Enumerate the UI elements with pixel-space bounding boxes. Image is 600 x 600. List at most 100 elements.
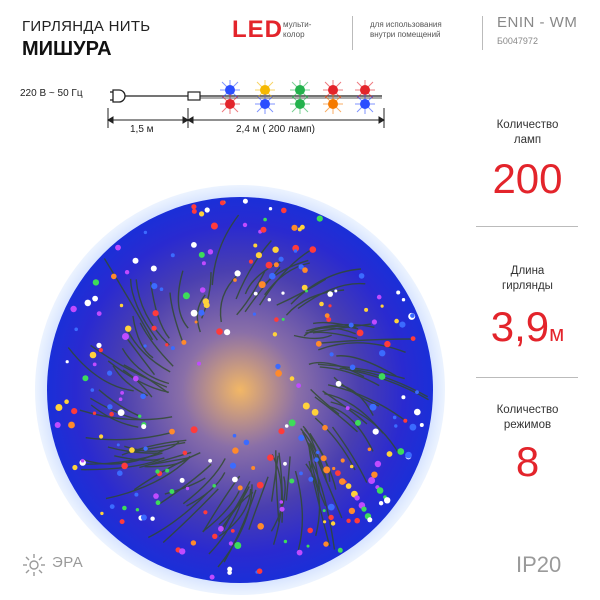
wire-strand bbox=[318, 338, 414, 344]
light-bulb bbox=[260, 226, 267, 233]
wire-strand bbox=[270, 455, 279, 502]
light-bulb bbox=[327, 503, 335, 511]
light-bulb bbox=[263, 217, 267, 222]
light-bulb bbox=[159, 287, 164, 291]
light-bulb bbox=[369, 403, 377, 411]
light-bulb bbox=[394, 318, 399, 324]
light-bulb bbox=[243, 439, 250, 446]
light-bulb bbox=[90, 388, 95, 392]
light-bulb bbox=[349, 364, 356, 371]
light-bulb bbox=[323, 541, 329, 547]
wire-strand bbox=[79, 452, 163, 465]
light-bulb bbox=[384, 340, 391, 348]
light-bulb bbox=[281, 291, 285, 295]
length-label: Длина гирлянды bbox=[470, 264, 585, 294]
light-bulb bbox=[272, 332, 278, 337]
light-bulbs bbox=[54, 198, 424, 580]
wire-strand bbox=[107, 360, 170, 393]
wire-strand bbox=[85, 432, 170, 441]
wire-strand bbox=[208, 488, 247, 555]
wire-strand bbox=[265, 259, 309, 284]
light-bulb bbox=[199, 287, 206, 293]
wire-strand bbox=[114, 455, 165, 461]
light-bulb bbox=[230, 529, 235, 533]
light-bulb bbox=[415, 390, 419, 394]
light-bulb bbox=[133, 375, 139, 382]
wire-strand bbox=[129, 278, 158, 341]
light-bulb bbox=[298, 434, 305, 441]
modes-label: Количество режимов bbox=[470, 403, 585, 433]
light-bulb bbox=[355, 419, 361, 426]
light-bulb bbox=[229, 462, 237, 469]
light-bulb bbox=[293, 249, 298, 253]
light-bulb bbox=[349, 464, 354, 469]
light-bulb bbox=[248, 259, 254, 264]
light-bulb bbox=[419, 423, 424, 427]
light-bulb bbox=[107, 404, 113, 410]
plug-icon bbox=[110, 89, 126, 103]
light-bulb bbox=[278, 428, 285, 435]
light-bulb bbox=[305, 289, 308, 293]
light-bulb bbox=[119, 303, 124, 308]
light-bulb bbox=[199, 211, 205, 217]
wire-strand bbox=[182, 458, 226, 505]
light-bulb bbox=[384, 497, 391, 504]
light-bulb bbox=[140, 514, 147, 521]
light-bulb bbox=[151, 283, 158, 290]
light-bulb bbox=[232, 476, 238, 483]
light-bulb bbox=[386, 451, 393, 457]
light-bulb bbox=[330, 521, 336, 526]
light-bulb bbox=[401, 395, 406, 400]
light-bulb bbox=[68, 421, 75, 429]
light-bulb bbox=[165, 343, 169, 347]
light-bulb bbox=[283, 539, 288, 544]
light-bulb bbox=[70, 305, 77, 313]
divider bbox=[476, 377, 578, 378]
wire-strand bbox=[248, 476, 269, 530]
light-bulb bbox=[281, 207, 287, 214]
light-bulb bbox=[401, 298, 406, 302]
wire-strand bbox=[302, 425, 323, 470]
light-bulb bbox=[234, 270, 241, 277]
light-bulb bbox=[92, 362, 97, 367]
light-bulb bbox=[118, 397, 123, 401]
wire-strand bbox=[67, 347, 134, 392]
light-bulb bbox=[191, 242, 197, 248]
light-bulb bbox=[185, 486, 190, 491]
wire-strand bbox=[317, 363, 405, 380]
light-bulb bbox=[234, 542, 242, 549]
light-bulb bbox=[203, 510, 208, 515]
usage-note-line2: внутри помещений bbox=[370, 30, 441, 39]
light-bulb bbox=[109, 504, 115, 509]
light-bulb bbox=[324, 313, 330, 318]
light-bulb bbox=[320, 455, 327, 462]
light-bulb bbox=[100, 511, 104, 516]
light-bulb bbox=[323, 520, 327, 524]
wire-strand bbox=[259, 247, 314, 306]
wire-strand bbox=[308, 446, 327, 507]
light-bulb bbox=[138, 414, 142, 418]
light-bulb bbox=[371, 319, 377, 325]
light-bulb bbox=[65, 360, 69, 364]
light-bulb bbox=[155, 500, 161, 506]
light-bulb bbox=[165, 468, 170, 473]
wire-strand bbox=[305, 463, 321, 536]
light-bulb bbox=[292, 244, 300, 252]
light-bulb bbox=[283, 461, 287, 466]
light-bulb bbox=[203, 302, 210, 309]
wire-strand bbox=[290, 268, 362, 305]
light-bulb bbox=[82, 375, 89, 382]
light-bulb bbox=[252, 312, 256, 316]
light-bulb bbox=[150, 516, 155, 521]
light-bulb bbox=[284, 424, 289, 428]
wire-strand bbox=[308, 361, 365, 378]
wire-strand bbox=[331, 426, 368, 483]
light-bulb bbox=[92, 295, 98, 302]
lamp-count-label-line2: ламп bbox=[513, 134, 542, 146]
light-bulb bbox=[179, 548, 186, 555]
light-bulb bbox=[345, 406, 350, 411]
light-bulb bbox=[311, 408, 319, 416]
light-bulb bbox=[109, 411, 114, 417]
light-bulb bbox=[143, 230, 148, 235]
light-bulb bbox=[392, 415, 397, 420]
